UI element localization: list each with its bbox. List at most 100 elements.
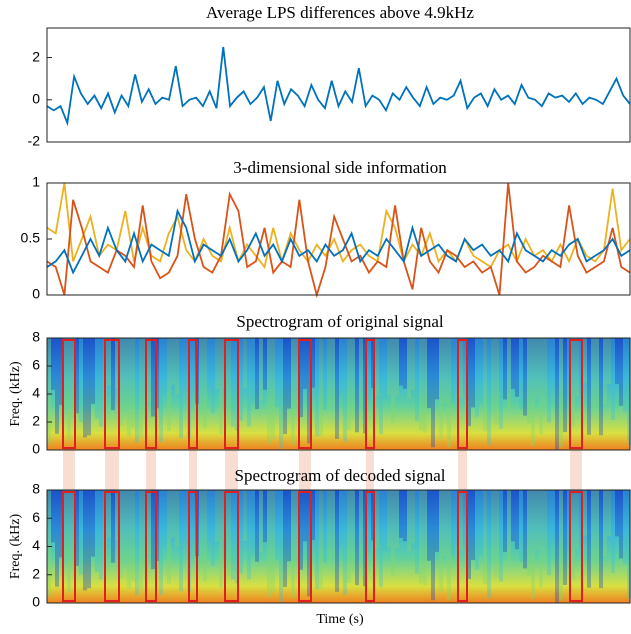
spectrogram-texture	[151, 490, 155, 570]
spectrogram-texture	[135, 490, 139, 596]
spectrogram-texture	[263, 338, 267, 390]
spectrogram-texture	[503, 490, 507, 552]
spectrogram-texture	[215, 490, 219, 542]
spectrogram-texture	[391, 338, 395, 423]
spectrogram-texture	[191, 338, 195, 386]
spectrogram-texture	[63, 338, 67, 406]
spectrogram-texture	[203, 490, 207, 582]
spectrogram-texture	[279, 490, 283, 602]
spectrogram-texture	[463, 338, 467, 388]
spectrogram-texture	[423, 490, 427, 586]
spectrogram-texture	[255, 490, 259, 562]
highlight-box	[457, 491, 468, 602]
spectrogram-texture	[447, 490, 451, 601]
spectrogram-texture	[435, 490, 439, 552]
spectrogram-texture	[343, 338, 347, 442]
spectrogram-texture	[339, 338, 343, 396]
spectrogram-texture	[171, 490, 175, 538]
spectrogram-texture	[595, 338, 599, 407]
spectrogram-texture	[115, 490, 119, 541]
spectrogram-texture	[407, 338, 411, 399]
spectrogram-texture	[427, 490, 431, 561]
chart-title: Spectrogram of decoded signal	[234, 466, 445, 485]
spectrogram-texture	[535, 338, 539, 397]
spectrogram-texture	[551, 490, 555, 538]
spectrogram-texture	[483, 338, 487, 432]
chart-title: 3-dimensional side information	[233, 158, 447, 177]
spectrogram-texture	[367, 490, 371, 553]
spectrogram-texture	[471, 338, 475, 408]
spectrogram-texture	[323, 490, 327, 563]
spectrogram-texture	[347, 338, 351, 430]
spectrogram-texture	[531, 338, 535, 446]
spectrogram-texture	[351, 338, 355, 419]
highlight-box	[569, 491, 583, 602]
y-tick-label: 6	[32, 357, 40, 373]
spectrogram-texture	[615, 490, 619, 537]
y-tick-label: 2	[32, 413, 40, 429]
spectrogram-texture	[59, 338, 63, 405]
spectrogram-texture	[563, 338, 567, 433]
spectrogram-texture	[451, 490, 455, 556]
spectrogram-texture	[239, 338, 243, 421]
y-axis-label: Freq. (kHz)	[8, 514, 23, 580]
data-line	[46, 46, 631, 127]
spectrogram-texture	[275, 338, 279, 407]
spectrogram-texture	[523, 490, 527, 569]
spectrogram-texture	[287, 338, 291, 409]
spectrogram-texture	[379, 338, 383, 435]
spectrogram-texture	[215, 338, 219, 390]
spectrogram-texture	[291, 338, 295, 446]
spectrogram-texture	[355, 338, 359, 433]
spectrogram-texture	[123, 338, 127, 408]
spectrogram-texture	[599, 490, 603, 589]
spectrogram-texture	[311, 338, 315, 388]
spectrogram-texture	[199, 338, 203, 416]
link-band	[299, 450, 311, 490]
spectrogram-texture	[91, 338, 95, 405]
spectrogram-texture	[231, 338, 235, 427]
highlight-box	[224, 491, 239, 602]
spectrogram-texture	[123, 490, 127, 561]
y-tick-label: 2	[32, 48, 40, 64]
spectrogram-texture	[583, 338, 587, 384]
spectrogram-texture	[207, 338, 211, 390]
spectrogram-texture	[487, 490, 491, 599]
spectrogram-texture	[399, 490, 403, 539]
spectrogram-texture	[395, 338, 399, 396]
spectrogram-texture	[75, 338, 79, 414]
spectrogram-texture	[87, 490, 91, 589]
spectrogram-texture	[311, 490, 315, 541]
spectrogram-texture	[263, 490, 267, 543]
spectrogram-texture	[243, 338, 247, 389]
link-band	[105, 450, 119, 490]
spectrogram-texture	[575, 338, 579, 397]
spectrogram-texture	[403, 338, 407, 389]
spectrogram-texture	[99, 490, 103, 580]
spectrogram-texture	[607, 338, 611, 384]
spectrogram-texture	[127, 338, 131, 436]
spectrogram-texture	[603, 490, 607, 557]
spectrogram-texture	[175, 338, 179, 395]
spectrogram-texture	[507, 490, 511, 563]
spectrogram-texture	[603, 338, 607, 405]
spectrogram-texture	[463, 490, 467, 541]
y-tick-label: 0	[32, 594, 40, 610]
axes-box	[46, 182, 631, 296]
data-line	[46, 208, 631, 275]
spectrogram-texture	[247, 490, 251, 580]
spectrogram-texture	[491, 338, 495, 409]
spectrogram-texture	[239, 490, 243, 574]
spectrogram-texture	[335, 490, 339, 592]
y-tick-label: 8	[32, 329, 40, 345]
spectrogram-texture	[547, 490, 551, 576]
spectrogram-texture	[295, 338, 299, 406]
spectrogram-texture	[471, 490, 475, 561]
spectrogram-texture	[531, 490, 535, 599]
spectrogram-texture	[459, 490, 463, 551]
spectrogram-texture	[71, 490, 75, 571]
spectrogram-texture	[79, 490, 83, 575]
spectrogram-texture	[375, 338, 379, 396]
spectrogram-texture	[271, 490, 275, 593]
